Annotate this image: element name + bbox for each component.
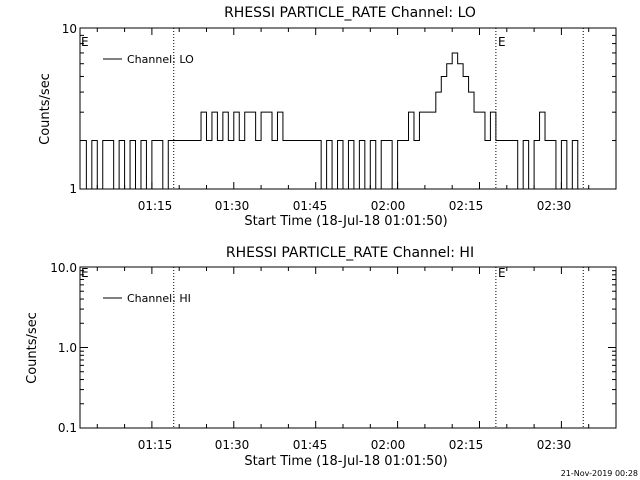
panel-hi-legend: Channel: HI	[103, 292, 191, 305]
panel-hi-xtick-labels: 01:15 01:30 01:45 02:00 02:15 02:30	[138, 438, 572, 452]
panel-hi-ylabel: Counts/sec	[25, 312, 40, 384]
xtick-label-0115: 01:15	[138, 438, 173, 452]
panel-lo-ytick-label-10: 10	[62, 22, 77, 36]
panel-lo-eclipse-mark-start: E	[81, 35, 89, 49]
panel-hi-xlabel: Start Time (18-Jul-18 01:01:50)	[244, 454, 447, 469]
panel-lo-xlabel: Start Time (18-Jul-18 01:01:50)	[244, 214, 447, 229]
series-line-0	[80, 52, 589, 190]
xtick-label-0145: 01:45	[293, 438, 328, 452]
panel-hi-ytick-label-1.0: 1.0	[58, 341, 77, 355]
panel-hi-marks	[80, 267, 616, 429]
xtick-label-0130: 01:30	[215, 199, 250, 213]
xtick-label-0230: 02:30	[537, 438, 572, 452]
panel-lo-ytick-label-1: 1	[69, 182, 77, 196]
panel-hi-eclipse-mark-start: E	[81, 266, 89, 280]
xtick-label-0200: 02:00	[371, 438, 406, 452]
panel-lo-title: RHESSI PARTICLE_RATE Channel: LO	[224, 5, 476, 21]
panel-lo-legend: Channel: LO	[103, 53, 194, 66]
xtick-label-0230: 02:30	[537, 199, 572, 213]
legend-label-lo: Channel: LO	[127, 53, 194, 66]
xtick-label-0115: 01:15	[138, 199, 173, 213]
xtick-label-0215: 02:15	[449, 199, 484, 213]
footer-timestamp: 21-Nov-2019 00:28	[561, 469, 638, 478]
panel-lo-eclipse-mark-end: E	[498, 35, 506, 49]
panel-lo-ylabel: Counts/sec	[38, 73, 53, 145]
panel-hi-eclipse-mark-end: E	[498, 266, 506, 280]
panel-hi-ytick-label-10.0: 10.0	[50, 261, 77, 275]
panel-hi: RHESSI PARTICLE_RATE Channel: HI 0.1 1.0…	[25, 245, 617, 469]
legend-label-hi: Channel: HI	[127, 292, 191, 305]
xtick-label-0130: 01:30	[215, 438, 250, 452]
panel-hi-ytick-label-0.1: 0.1	[58, 421, 77, 435]
xtick-label-0200: 02:00	[371, 199, 406, 213]
panel-hi-title: RHESSI PARTICLE_RATE Channel: HI	[226, 245, 474, 261]
panel-lo: RHESSI PARTICLE_RATE Channel: LO 1 10 Co…	[38, 5, 617, 229]
xtick-label-0145: 01:45	[293, 199, 328, 213]
xtick-label-0215: 02:15	[449, 438, 484, 452]
panel-lo-xtick-labels: 01:15 01:30 01:45 02:00 02:15 02:30	[138, 199, 572, 213]
panel-lo-marks	[80, 28, 616, 190]
